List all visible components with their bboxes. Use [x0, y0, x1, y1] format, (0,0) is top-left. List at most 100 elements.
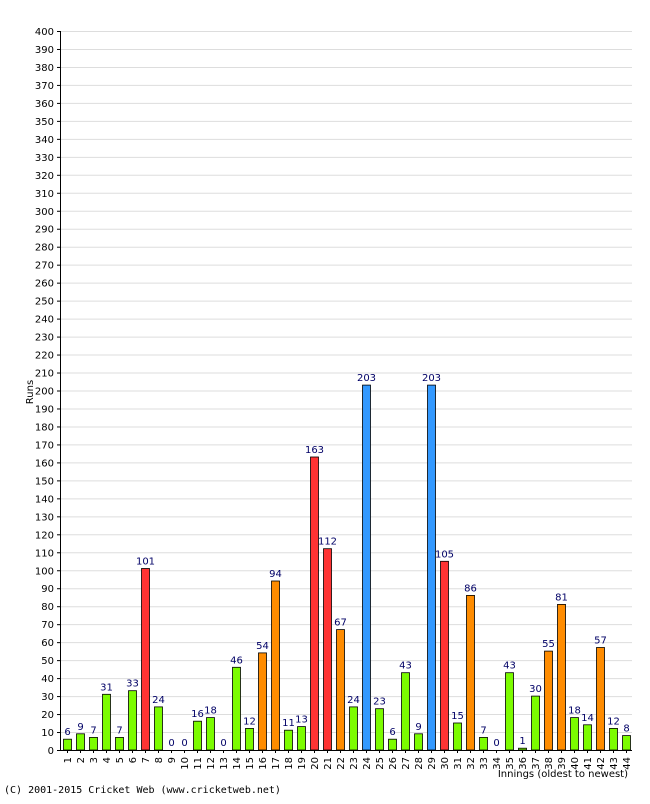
- bar: [518, 747, 527, 751]
- x-tick-label: 26: [388, 757, 399, 770]
- x-tick-label: 7: [141, 757, 152, 763]
- bar-value-label: 24: [152, 695, 165, 706]
- x-tick-label: 20: [310, 757, 321, 770]
- bar: [336, 629, 345, 751]
- bar: [362, 384, 371, 751]
- y-tick-label: 70: [41, 620, 54, 631]
- x-axis-title: Innings (oldest to newest): [498, 769, 628, 780]
- x-tick-label: 22: [336, 757, 347, 770]
- bar: [258, 652, 267, 751]
- x-tick-label: 21: [323, 757, 334, 770]
- y-tick-label: 20: [41, 710, 54, 721]
- bar: [596, 647, 605, 751]
- y-tick-label: 320: [35, 171, 54, 182]
- x-tick-label: 16: [258, 757, 269, 770]
- y-tick-label: 180: [35, 422, 54, 433]
- x-tick-label: 31: [453, 757, 464, 770]
- x-tick-label: 15: [245, 757, 256, 770]
- bar-value-label: 203: [422, 373, 441, 384]
- bar: [583, 724, 592, 751]
- bar-value-label: 0: [493, 738, 499, 749]
- bar: [414, 733, 423, 751]
- x-tick-label: 38: [544, 757, 555, 770]
- x-tick-label: 19: [297, 757, 308, 770]
- bar-value-label: 67: [334, 618, 347, 629]
- bar-value-label: 8: [623, 724, 629, 735]
- x-tick-label: 17: [271, 757, 282, 770]
- x-tick-label: 8: [154, 757, 165, 763]
- x-tick-label: 23: [349, 757, 360, 770]
- y-tick-label: 310: [35, 189, 54, 200]
- x-tick-label: 9: [167, 757, 178, 763]
- x-tick-label: 37: [531, 757, 542, 770]
- bar: [375, 708, 384, 751]
- bar: [154, 706, 163, 751]
- x-tick-label: 35: [505, 757, 516, 770]
- bar: [115, 737, 124, 751]
- y-tick-label: 90: [41, 584, 54, 595]
- bar-value-label: 7: [90, 725, 96, 736]
- y-tick-label: 50: [41, 656, 54, 667]
- y-tick-label: 200: [35, 387, 54, 398]
- bar-value-label: 0: [220, 738, 226, 749]
- x-tick-label: 6: [128, 757, 139, 763]
- bar: [570, 717, 579, 751]
- x-tick-label: 25: [375, 757, 386, 770]
- bar-value-label: 6: [64, 727, 70, 738]
- bar-value-label: 9: [77, 722, 83, 733]
- bar: [440, 560, 449, 751]
- copyright-text: (C) 2001-2015 Cricket Web (www.cricketwe…: [4, 785, 281, 796]
- bar: [141, 568, 150, 751]
- bar-value-label: 94: [269, 569, 282, 580]
- bar: [232, 666, 241, 751]
- bar-value-label: 12: [243, 716, 256, 727]
- bar: [206, 717, 215, 751]
- x-tick-label: 13: [219, 757, 230, 770]
- x-tick-label: 34: [492, 757, 503, 770]
- bar-value-label: 18: [568, 706, 581, 717]
- bar-value-label: 43: [503, 661, 516, 672]
- x-tick-label: 32: [466, 757, 477, 770]
- x-tick-label: 27: [401, 757, 412, 770]
- bar-value-label: 7: [116, 725, 122, 736]
- bar-value-label: 15: [451, 711, 464, 722]
- bar-value-label: 112: [318, 537, 337, 548]
- x-tick-label: 24: [362, 757, 373, 770]
- x-tick-label: 10: [180, 757, 191, 770]
- y-tick-label: 130: [35, 512, 54, 523]
- x-tick-label: 3: [89, 757, 100, 763]
- bar-value-label: 12: [607, 716, 620, 727]
- bar-value-label: 9: [415, 722, 421, 733]
- bar-value-label: 163: [305, 445, 324, 456]
- bar: [609, 728, 618, 751]
- bar-value-label: 33: [126, 679, 139, 690]
- y-tick-label: 100: [35, 566, 54, 577]
- x-tick-label: 5: [115, 757, 126, 763]
- y-tick-label: 270: [35, 261, 54, 272]
- x-tick-label: 30: [440, 757, 451, 770]
- bar-value-label: 46: [230, 655, 243, 666]
- bar: [453, 722, 462, 751]
- y-tick-label: 190: [35, 404, 54, 415]
- bar-value-label: 81: [555, 592, 568, 603]
- x-tick-label: 36: [518, 757, 529, 770]
- y-tick-label: 400: [35, 27, 54, 38]
- x-tick-label: 33: [479, 757, 490, 770]
- bar: [76, 733, 85, 751]
- bar: [427, 384, 436, 751]
- y-tick-label: 160: [35, 458, 54, 469]
- y-tick-label: 170: [35, 440, 54, 451]
- x-tick-label: 39: [557, 757, 568, 770]
- y-tick-label: 360: [35, 99, 54, 110]
- y-tick-label: 330: [35, 153, 54, 164]
- x-tick-label: 41: [583, 757, 594, 770]
- bar: [505, 672, 514, 751]
- y-tick-label: 390: [35, 45, 54, 56]
- bar-value-label: 1: [519, 736, 525, 747]
- y-tick-label: 140: [35, 494, 54, 505]
- bar-value-label: 14: [581, 713, 594, 724]
- bar-value-label: 0: [181, 738, 187, 749]
- y-tick-label: 80: [41, 602, 54, 613]
